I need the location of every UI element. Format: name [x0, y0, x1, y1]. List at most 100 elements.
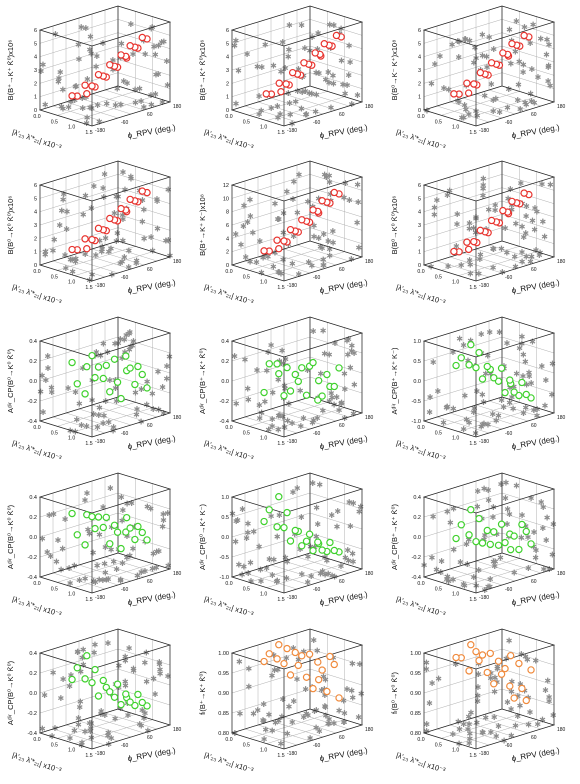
projection-mark: ✱ [303, 709, 310, 718]
projection-mark: ✱ [163, 362, 170, 371]
projection-mark: ✱ [110, 557, 117, 566]
projection-mark: ✱ [112, 384, 119, 393]
projection-mark: ✱ [37, 388, 44, 397]
z-tick-label: 6 [34, 28, 37, 34]
projection-mark: ✱ [124, 500, 131, 509]
data-point [138, 33, 146, 42]
projection-mark: ✱ [42, 248, 49, 257]
projection-mark: ✱ [276, 411, 283, 420]
data-point [117, 544, 125, 553]
y-axis-title: ϕ_RPV (deg.) [319, 434, 369, 451]
projection-mark: ✱ [330, 654, 337, 663]
data-point [260, 657, 268, 666]
projection-mark: ✱ [547, 82, 554, 91]
projection-mark: ✱ [97, 352, 104, 361]
projection-mark: ✱ [150, 675, 157, 684]
projection-mark: ✱ [142, 50, 149, 59]
projection-mark: ✱ [56, 74, 63, 83]
data-point [499, 206, 507, 215]
projection-shadows: ✱✱✱✱✱✱✱✱✱✱✱✱✱✱✱✱✱✱✱✱✱✱✱✱✱✱✱✱✱✱✱✱✱✱✱✱✱✱✱✱… [39, 639, 172, 750]
projection-mark: ✱ [302, 87, 309, 96]
data-point [508, 197, 516, 206]
projection-mark: ✱ [241, 563, 248, 572]
projection-mark: ✱ [450, 505, 457, 514]
projection-mark: ✱ [128, 20, 135, 29]
z-axis-title: B(B⁰→K⁻ K⁺)x10⁸ [390, 40, 399, 101]
projection-mark: ✱ [266, 710, 273, 719]
data-point [522, 696, 530, 705]
projection-mark: ✱ [88, 719, 95, 728]
projection-mark: ✱ [254, 366, 261, 375]
data-point [131, 701, 139, 710]
projection-mark: ✱ [461, 101, 468, 110]
z-axis-title: B(B⁺→K⁺ K̄⁰)x10⁶ [6, 40, 15, 101]
projection-mark: ✱ [460, 580, 467, 589]
projection-mark: ✱ [261, 735, 268, 744]
projection-mark: ✱ [83, 422, 90, 431]
projection-mark: ✱ [279, 413, 286, 422]
projection-mark: ✱ [342, 179, 349, 188]
data-point [452, 534, 460, 543]
projection-mark: ✱ [286, 45, 293, 54]
projection-mark: ✱ [495, 722, 502, 731]
projection-mark: ✱ [297, 422, 304, 431]
y-tick-label: -180 [95, 128, 105, 134]
projection-mark: ✱ [314, 646, 321, 655]
projection-mark: ✱ [94, 423, 101, 432]
x-tick-label: 0.0 [33, 581, 40, 587]
projection-mark: ✱ [446, 187, 453, 196]
data-point [273, 655, 281, 663]
projection-mark: ✱ [138, 97, 145, 106]
projection-mark: ✱ [328, 511, 335, 520]
projection-mark: ✱ [110, 423, 117, 432]
y-tick-label: 180 [557, 259, 566, 265]
x-tick-label: 1.0 [452, 748, 459, 754]
z-tick-label: 1 [418, 95, 421, 101]
projection-mark: ✱ [283, 654, 290, 663]
projection-mark: ✱ [313, 724, 320, 733]
projection-mark: ✱ [486, 328, 493, 337]
projection-mark: ✱ [119, 517, 126, 526]
projection-mark: ✱ [262, 40, 269, 49]
projection-mark: ✱ [430, 358, 437, 367]
projection-mark: ✱ [464, 560, 471, 569]
projection-mark: ✱ [245, 396, 252, 405]
projection-mark: ✱ [316, 727, 323, 736]
projection-mark: ✱ [120, 215, 127, 224]
projection-mark: ✱ [314, 414, 321, 423]
projection-mark: ✱ [344, 546, 351, 555]
projection-mark: ✱ [276, 268, 283, 277]
axis-edge [38, 85, 172, 127]
data-point [106, 214, 114, 223]
projection-mark: ✱ [356, 507, 363, 516]
data-series [68, 187, 151, 254]
projection-mark: ✱ [473, 387, 480, 396]
x-tick-label: 1.0 [452, 280, 459, 286]
data-point [467, 341, 475, 349]
projection-mark: ✱ [86, 529, 93, 538]
plot-panel-r2c1: ✱ ✱ ✱ ✱ ✱ ✱ ✱ ✱ ✱ ✱ ✱ ✱ ✱ ✱ ✱ ✱ ✱ ✱ ✱ ✱ ✱ ✱ ✱ ✱ ✱ ✱ ✱ ✱ ✱ ✱ ✱ ✱ ✱ ✱ ✱ ✱ ✱ ✱ ✱ ✱… [2, 155, 192, 311]
z-tick-label: 0.0 [413, 379, 421, 385]
data-point [88, 351, 96, 360]
projection-mark: ✱ [357, 502, 364, 511]
projection-mark: ✱ [523, 381, 530, 390]
projection-mark: ✱ [503, 248, 510, 257]
x-tick-labels: 0.00.51.01.5 [225, 425, 284, 447]
projection-mark: ✱ [88, 49, 95, 58]
projection-mark: ✱ [475, 683, 482, 692]
axis-edge [422, 240, 556, 282]
y-tick-label: 60 [339, 112, 345, 118]
projection-mark: ✱ [466, 720, 473, 729]
x-tick-label: 1.0 [260, 125, 267, 131]
projection-mark: ✱ [308, 90, 315, 99]
projection-mark: ✱ [238, 241, 245, 250]
projection-mark: ✱ [286, 702, 293, 711]
projection-mark: ✱ [113, 565, 120, 574]
projection-mark: ✱ [494, 663, 501, 672]
projection-mark: ✱ [96, 531, 103, 540]
projection-mark: ✱ [126, 329, 133, 338]
projection-mark: ✱ [164, 509, 171, 518]
